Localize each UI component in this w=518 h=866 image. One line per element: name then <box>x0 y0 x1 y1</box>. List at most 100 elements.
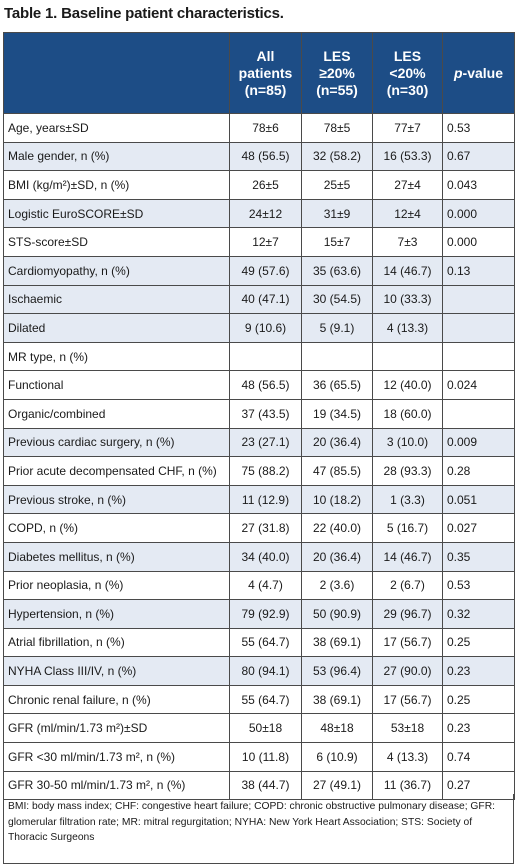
les-low-value: 27 (90.0) <box>372 656 443 686</box>
les-low-value: 29 (96.7) <box>372 599 443 629</box>
all-patients-value: 80 (94.1) <box>229 656 302 686</box>
row-label: Ischaemic <box>3 284 230 315</box>
les-high-value: 20 (36.4) <box>301 541 373 572</box>
table-row: GFR <30 ml/min/1.73 m², n (%) 10 (11.8) 6 … <box>3 742 515 772</box>
les-high-value: 2 (3.6) <box>301 570 373 601</box>
table-row: Ischaemic 40 (47.1) 30 (54.5) 10 (33.3) <box>3 284 515 315</box>
p-value: 0.53 <box>442 570 515 601</box>
les-high-value: 53 (96.4) <box>301 656 373 686</box>
row-label: Chronic renal failure, n (%) <box>3 684 230 715</box>
row-label: BMI (kg/m²)±SD, n (%) <box>3 170 230 200</box>
all-patients-value: 4 (4.7) <box>229 570 302 601</box>
table-row: Prior acute decompensated CHF, n (%) 75 (… <box>3 456 515 486</box>
p-value <box>442 398 515 429</box>
table-row: Prior neoplasia, n (%) 4 (4.7) 2 (3.6) 2 (6… <box>3 570 515 601</box>
les-low-value: 18 (60.0) <box>372 398 443 429</box>
row-label: GFR (ml/min/1.73 m²)±SD <box>3 713 230 744</box>
row-label: Male gender, n (%) <box>3 141 230 172</box>
les-low-value: 17 (56.7) <box>372 627 443 658</box>
table-row: MR type, n (%) <box>3 341 515 372</box>
p-value: 0.024 <box>442 370 515 400</box>
les-low-value: 27±4 <box>372 170 443 200</box>
p-value: 0.13 <box>442 255 515 286</box>
header-pvalue: p-value <box>442 32 515 114</box>
row-label: STS-score±SD <box>3 227 230 257</box>
p-value: 0.74 <box>442 742 515 772</box>
table-row: BMI (kg/m²)±SD, n (%) 26±5 25±5 27±4 0.043 <box>3 170 515 200</box>
row-label: NYHA Class III/IV, n (%) <box>3 656 230 686</box>
table-row: COPD, n (%) 27 (31.8) 22 (40.0) 5 (16.7) 0.0… <box>3 513 515 543</box>
table-row: GFR 30-50 ml/min/1.73 m², n (%) 38 (44.7)… <box>3 770 515 801</box>
les-low-value: 12±4 <box>372 198 443 229</box>
les-high-value: 78±5 <box>301 113 373 143</box>
p-value: 0.009 <box>442 427 515 458</box>
table-row: Diabetes mellitus, n (%) 34 (40.0) 20 (36.… <box>3 541 515 572</box>
row-label: Functional <box>3 370 230 400</box>
all-patients-value: 34 (40.0) <box>229 541 302 572</box>
les-low-value: 1 (3.3) <box>372 484 443 515</box>
row-label: Diabetes mellitus, n (%) <box>3 541 230 572</box>
les-low-value: 7±3 <box>372 227 443 257</box>
les-high-value: 15±7 <box>301 227 373 257</box>
table-row: GFR (ml/min/1.73 m²)±SD 50±18 48±18 53±18 0.… <box>3 713 515 744</box>
les-low-value: 4 (13.3) <box>372 313 443 343</box>
all-patients-value: 10 (11.8) <box>229 742 302 772</box>
les-high-value: 38 (69.1) <box>301 684 373 715</box>
les-high-value: 32 (58.2) <box>301 141 373 172</box>
les-high-value: 31±9 <box>301 198 373 229</box>
les-low-value: 17 (56.7) <box>372 684 443 715</box>
les-high-value: 19 (34.5) <box>301 398 373 429</box>
table-row: Cardiomyopathy, n (%) 49 (57.6) 35 (63.6) 1… <box>3 255 515 286</box>
les-high-value: 20 (36.4) <box>301 427 373 458</box>
les-low-value: 16 (53.3) <box>372 141 443 172</box>
all-patients-value: 48 (56.5) <box>229 141 302 172</box>
les-low-value: 14 (46.7) <box>372 541 443 572</box>
row-label: Age, years±SD <box>3 113 230 143</box>
p-value: 0.25 <box>442 684 515 715</box>
p-value: 0.027 <box>442 513 515 543</box>
les-high-value <box>301 341 373 372</box>
les-low-value: 4 (13.3) <box>372 742 443 772</box>
p-value: 0.000 <box>442 227 515 257</box>
table-row: Previous stroke, n (%) 11 (12.9) 10 (18.2)… <box>3 484 515 515</box>
les-low-value: 2 (6.7) <box>372 570 443 601</box>
row-label: Previous stroke, n (%) <box>3 484 230 515</box>
all-patients-value <box>229 341 302 372</box>
table-row: Organic/combined 37 (43.5) 19 (34.5) 18 (60… <box>3 398 515 429</box>
all-patients-value: 48 (56.5) <box>229 370 302 400</box>
row-label: MR type, n (%) <box>3 341 230 372</box>
table-row: Atrial fibrillation, n (%) 55 (64.7) 38 (6… <box>3 627 515 658</box>
p-value <box>442 341 515 372</box>
p-value: 0.23 <box>442 713 515 744</box>
les-high-value: 36 (65.5) <box>301 370 373 400</box>
les-high-value: 48±18 <box>301 713 373 744</box>
all-patients-value: 23 (27.1) <box>229 427 302 458</box>
all-patients-value: 37 (43.5) <box>229 398 302 429</box>
les-high-value: 30 (54.5) <box>301 284 373 315</box>
table-row: Dilated 9 (10.6) 5 (9.1) 4 (13.3) <box>3 313 515 343</box>
row-label: COPD, n (%) <box>3 513 230 543</box>
row-label: Previous cardiac surgery, n (%) <box>3 427 230 458</box>
all-patients-value: 40 (47.1) <box>229 284 302 315</box>
les-high-value: 47 (85.5) <box>301 456 373 486</box>
row-label: Prior neoplasia, n (%) <box>3 570 230 601</box>
table-title: Table 1. Baseline patient characteristic… <box>4 5 284 22</box>
all-patients-value: 24±12 <box>229 198 302 229</box>
p-value <box>442 284 515 315</box>
p-value: 0.000 <box>442 198 515 229</box>
all-patients-value: 50±18 <box>229 713 302 744</box>
table-row: Logistic EuroSCORE±SD 24±12 31±9 12±4 0.000 <box>3 198 515 229</box>
row-label: GFR <30 ml/min/1.73 m², n (%) <box>3 742 230 772</box>
header-label-cell <box>3 32 230 114</box>
all-patients-value: 27 (31.8) <box>229 513 302 543</box>
table-row: Previous cardiac surgery, n (%) 23 (27.1)… <box>3 427 515 458</box>
row-label: Hypertension, n (%) <box>3 599 230 629</box>
les-low-value: 11 (36.7) <box>372 770 443 801</box>
all-patients-value: 78±6 <box>229 113 302 143</box>
all-patients-value: 9 (10.6) <box>229 313 302 343</box>
p-value: 0.32 <box>442 599 515 629</box>
les-low-value: 28 (93.3) <box>372 456 443 486</box>
table-body: Age, years±SD 78±6 78±5 77±7 0.53 Male gender… <box>3 113 515 801</box>
table-row: Functional 48 (56.5) 36 (65.5) 12 (40.0) 0.0… <box>3 370 515 400</box>
